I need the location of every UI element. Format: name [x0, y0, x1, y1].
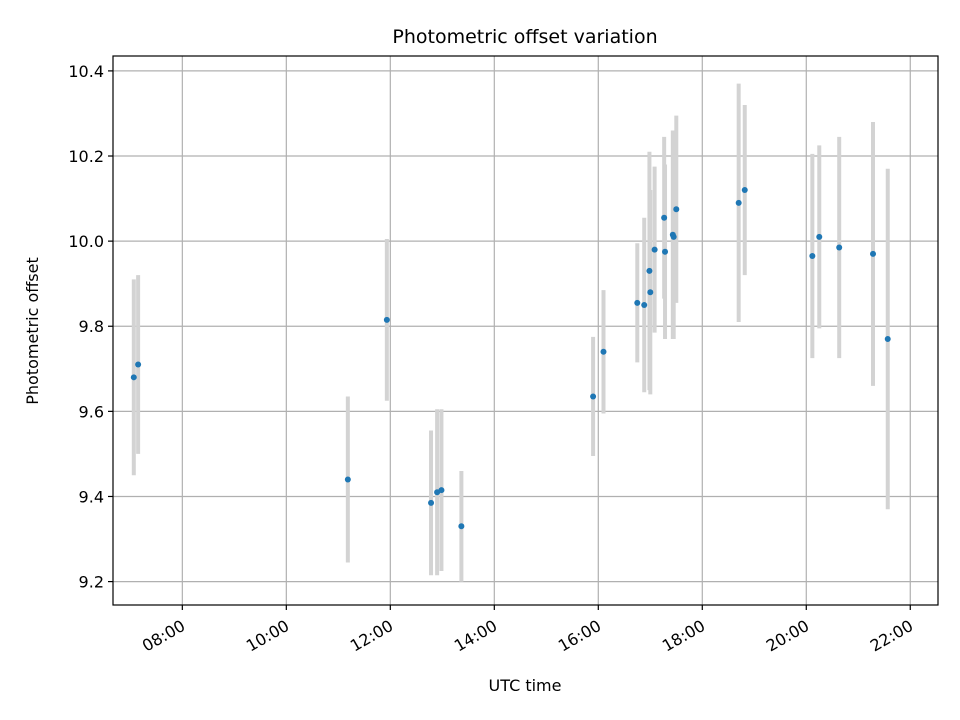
y-axis-label: Photometric offset: [23, 257, 42, 405]
data-point: [870, 250, 877, 257]
data-point: [884, 336, 891, 343]
y-tick-label: 9.6: [79, 402, 104, 421]
data-point: [662, 248, 669, 255]
data-point: [809, 253, 816, 260]
data-point: [661, 214, 668, 221]
y-tick-label: 10.4: [68, 62, 104, 81]
data-point: [670, 233, 677, 240]
x-axis-label: UTC time: [489, 676, 562, 695]
data-point: [651, 246, 658, 253]
data-point: [634, 299, 641, 306]
data-point: [130, 374, 137, 381]
plot-frame: [112, 55, 939, 606]
data-point: [641, 301, 648, 308]
data-point: [741, 187, 748, 194]
data-point: [647, 289, 654, 296]
data-point: [673, 206, 680, 213]
data-point: [458, 523, 465, 530]
data-point: [646, 267, 653, 274]
data-point: [383, 316, 390, 323]
data-point: [428, 499, 435, 506]
data-points: [130, 187, 891, 530]
y-tick-label: 9.8: [79, 317, 104, 336]
data-point: [816, 233, 823, 240]
data-point: [735, 199, 742, 206]
y-axis: 9.2 9.4 9.6 9.8 10.0 10.2 10.4: [68, 62, 113, 592]
grid: [113, 56, 938, 605]
y-tick-label: 9.2: [79, 573, 104, 592]
y-tick-label: 10.0: [68, 232, 104, 251]
data-point: [344, 476, 351, 483]
data-point: [836, 244, 843, 251]
data-point: [135, 361, 142, 368]
y-tick-label: 10.2: [68, 147, 104, 166]
data-point: [600, 348, 607, 355]
data-point: [590, 393, 597, 400]
chart-title: Photometric offset variation: [392, 26, 657, 48]
y-tick-label: 9.4: [79, 487, 104, 506]
data-point: [438, 487, 445, 494]
